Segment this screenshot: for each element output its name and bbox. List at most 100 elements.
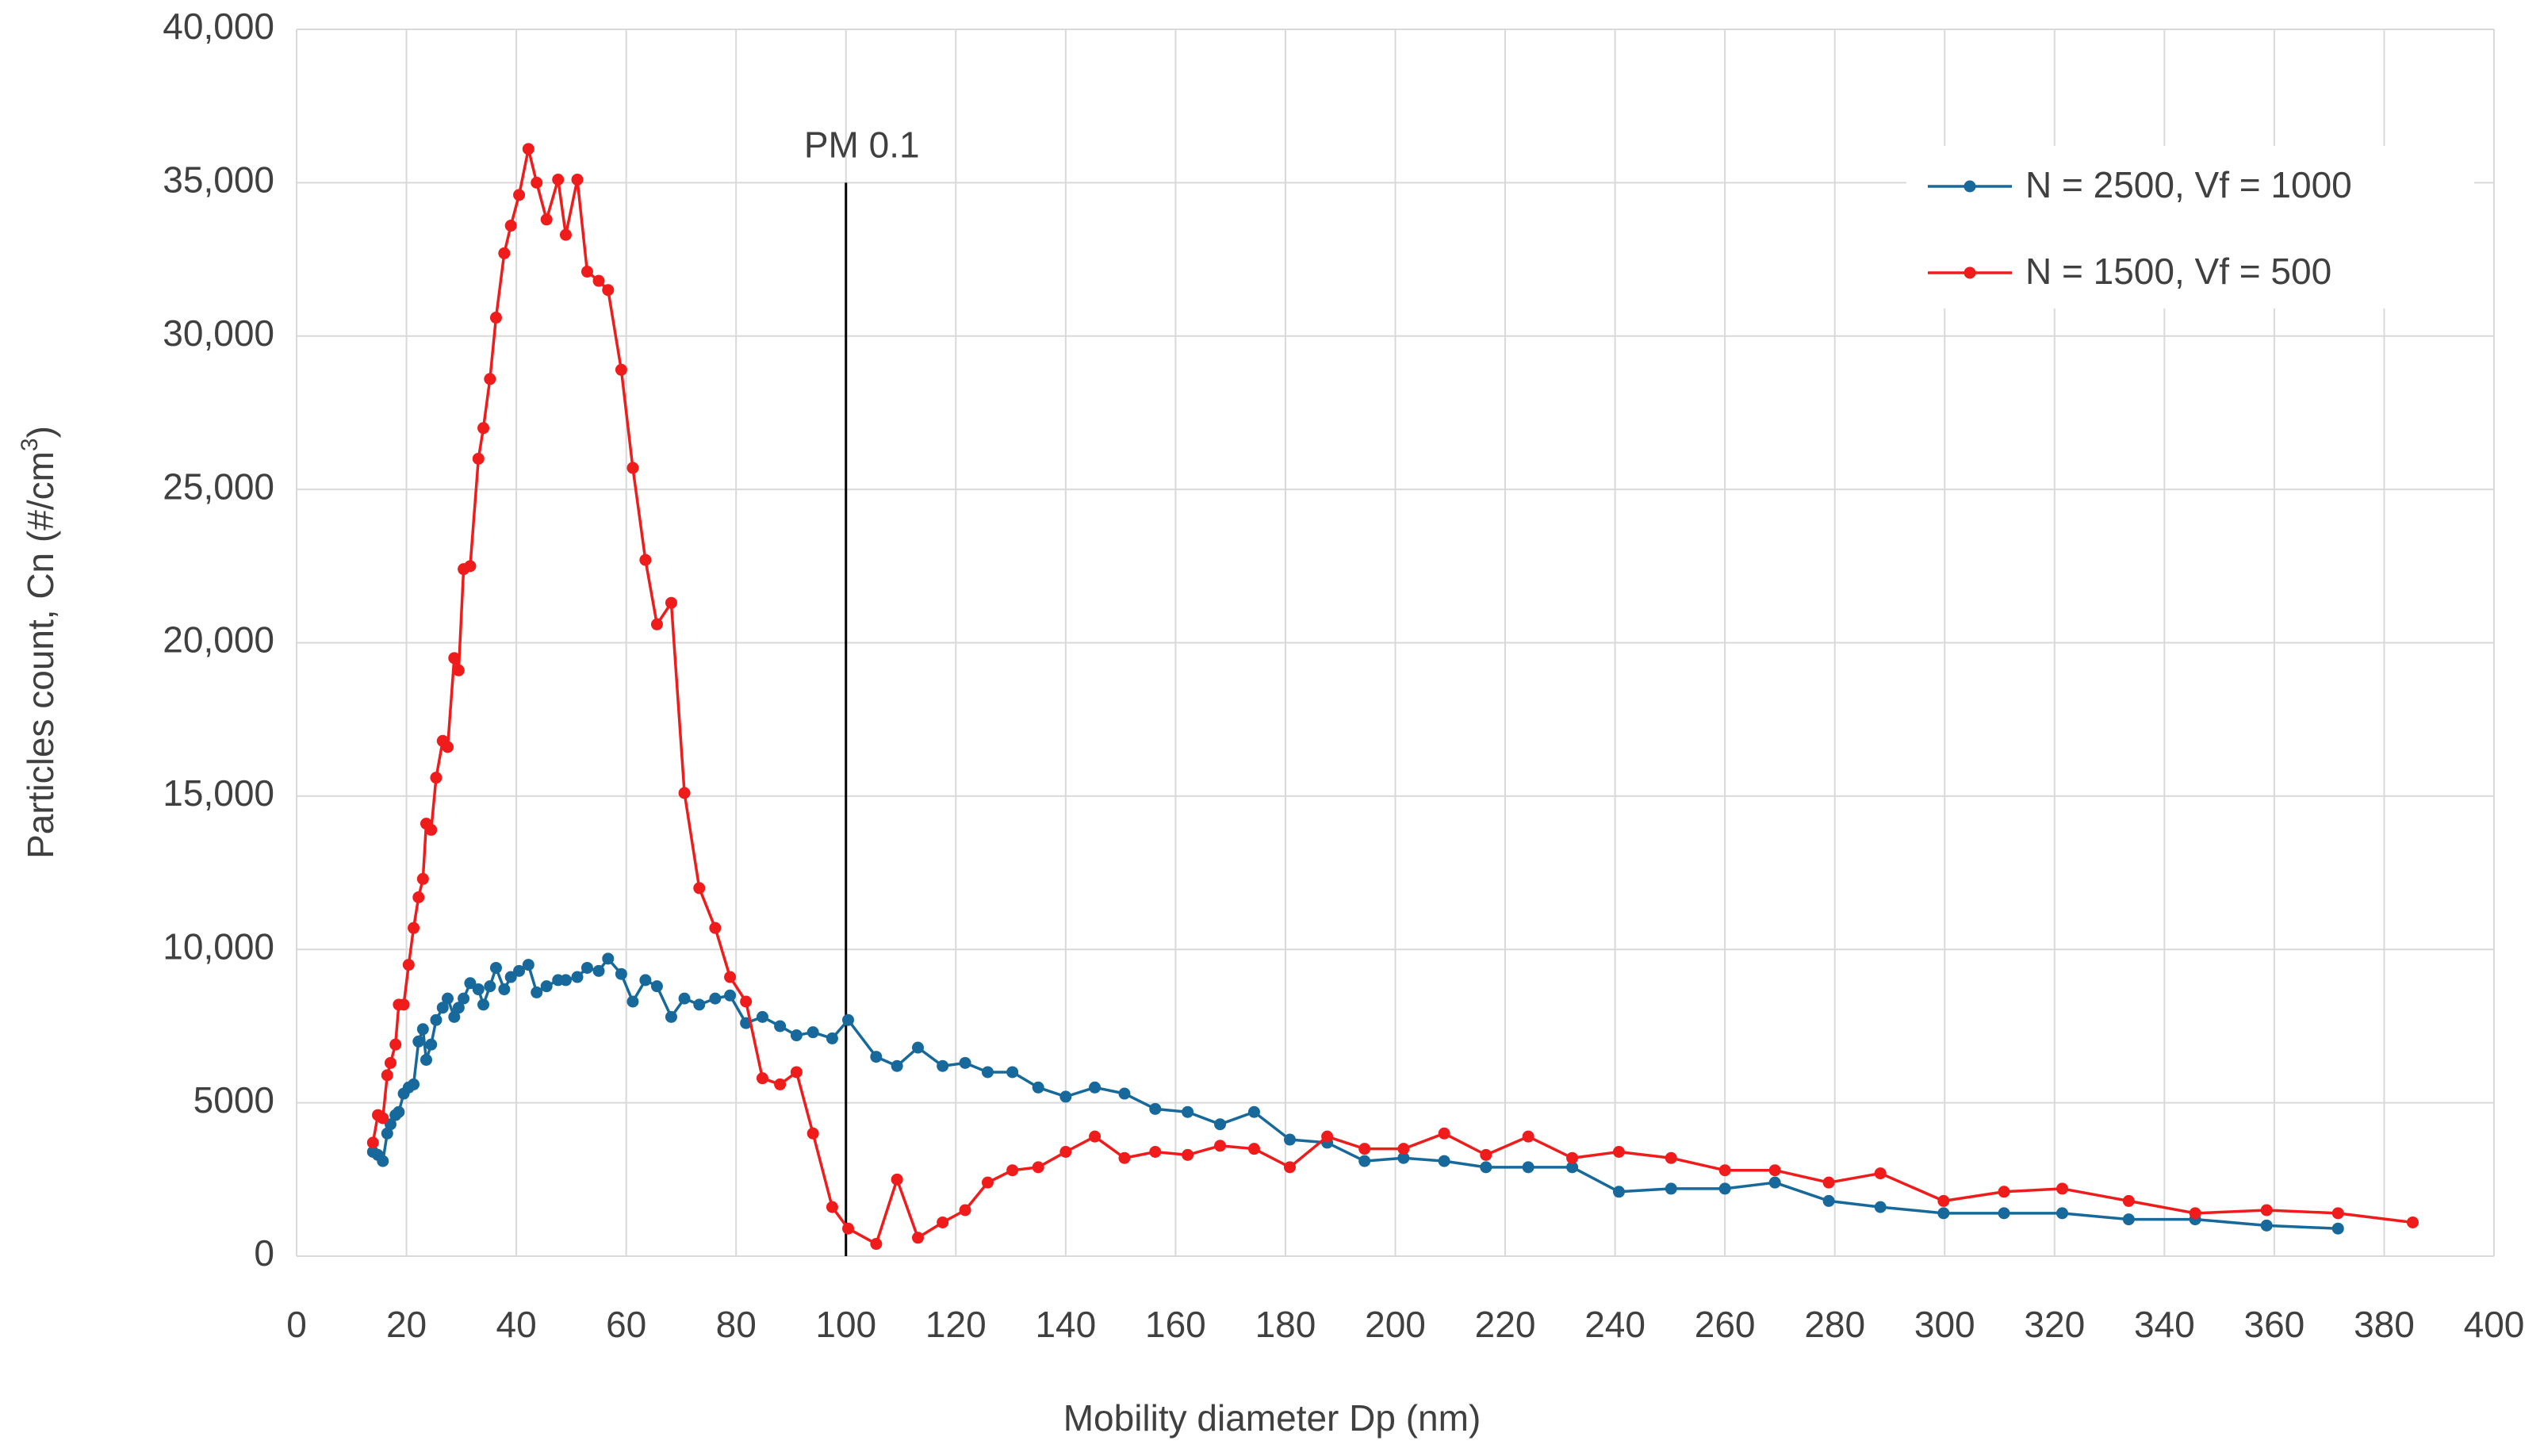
data-point: [1032, 1081, 1044, 1094]
data-point: [472, 452, 485, 465]
data-point: [1718, 1164, 1731, 1177]
data-point: [891, 1059, 903, 1072]
x-tick-label: 280: [1804, 1304, 1865, 1345]
data-point: [397, 998, 410, 1011]
data-point: [381, 1127, 393, 1140]
data-point: [826, 1032, 838, 1044]
data-point: [842, 1222, 855, 1235]
data-point: [408, 1078, 420, 1090]
data-point: [981, 1176, 994, 1189]
data-point: [472, 983, 485, 996]
data-point: [531, 176, 543, 189]
data-point: [937, 1059, 949, 1072]
data-point: [981, 1066, 994, 1079]
data-point: [1089, 1130, 1102, 1143]
data-point: [740, 995, 753, 1008]
data-point: [442, 741, 454, 753]
data-point: [1612, 1146, 1625, 1159]
data-point: [559, 974, 572, 987]
data-point: [1358, 1143, 1371, 1155]
data-point: [540, 980, 553, 993]
data-point: [384, 1056, 397, 1069]
y-axis-title: Particles count, Cn (#/cm3): [17, 426, 61, 859]
data-point: [1247, 1105, 1260, 1118]
x-tick-label: 380: [2354, 1304, 2415, 1345]
data-point: [2260, 1204, 2273, 1217]
data-point: [1149, 1102, 1162, 1115]
y-axis-title-part: ): [20, 426, 61, 438]
data-point: [1059, 1090, 1072, 1103]
data-point: [693, 882, 706, 895]
data-point: [1937, 1207, 1950, 1220]
x-tick-label: 80: [716, 1304, 757, 1345]
data-point: [774, 1020, 787, 1033]
data-point: [1438, 1155, 1450, 1167]
y-tick-label: 15,000: [163, 772, 274, 814]
data-point: [870, 1051, 883, 1063]
data-point: [498, 983, 511, 996]
data-point: [1214, 1140, 1227, 1152]
data-point: [571, 971, 584, 983]
data-point: [1566, 1161, 1579, 1174]
data-point: [912, 1232, 925, 1244]
x-tick-label: 0: [286, 1304, 307, 1345]
data-point: [580, 266, 593, 278]
data-point: [1032, 1161, 1044, 1174]
data-point: [2260, 1219, 2273, 1232]
data-point: [513, 964, 526, 977]
data-point: [458, 992, 470, 1005]
data-point: [678, 787, 691, 799]
data-point: [430, 772, 443, 784]
data-point: [937, 1216, 949, 1228]
data-point: [665, 596, 677, 609]
data-point: [1937, 1194, 1950, 1207]
data-point: [571, 174, 584, 186]
x-tick-label: 60: [606, 1304, 646, 1345]
data-point: [709, 921, 722, 934]
data-point: [1118, 1151, 1131, 1164]
x-tick-label: 240: [1584, 1304, 1646, 1345]
annotation-label: PM 0.1: [804, 125, 920, 166]
x-tick-label: 160: [1145, 1304, 1206, 1345]
x-tick-label: 40: [496, 1304, 537, 1345]
data-point: [1397, 1143, 1410, 1155]
legend-marker: [1964, 266, 1976, 279]
data-point: [615, 967, 627, 980]
x-tick-label: 140: [1035, 1304, 1096, 1345]
x-tick-label: 220: [1475, 1304, 1536, 1345]
data-point: [1283, 1161, 1296, 1174]
data-point: [1665, 1151, 1677, 1164]
legend-label: N = 2500, Vf = 1000: [2025, 164, 2352, 205]
data-point: [870, 1238, 883, 1251]
data-point: [484, 980, 496, 993]
data-point: [448, 652, 461, 665]
data-point: [412, 891, 425, 904]
data-point: [1612, 1186, 1625, 1198]
data-point: [912, 1041, 925, 1054]
data-point: [389, 1038, 402, 1051]
data-point: [559, 228, 572, 241]
legend-marker: [1964, 180, 1976, 193]
y-tick-label: 25,000: [163, 466, 274, 507]
data-point: [724, 989, 737, 1002]
data-point: [626, 462, 639, 474]
x-tick-label: 20: [386, 1304, 427, 1345]
data-point: [1182, 1148, 1194, 1161]
data-point: [1438, 1127, 1450, 1140]
data-point: [2406, 1216, 2419, 1228]
data-point: [650, 618, 663, 630]
data-point: [1283, 1133, 1296, 1146]
data-point: [2122, 1213, 2135, 1226]
x-tick-label: 100: [815, 1304, 876, 1345]
data-point: [1089, 1081, 1102, 1094]
y-tick-label: 10,000: [163, 925, 274, 967]
data-point: [724, 971, 737, 983]
data-point: [959, 1056, 971, 1069]
data-point: [513, 189, 526, 201]
data-point: [615, 363, 627, 376]
data-point: [489, 961, 502, 974]
data-point: [756, 1072, 768, 1085]
x-tick-label: 200: [1365, 1304, 1426, 1345]
data-point: [1247, 1143, 1260, 1155]
y-axis-title-sup: 3: [17, 438, 43, 451]
